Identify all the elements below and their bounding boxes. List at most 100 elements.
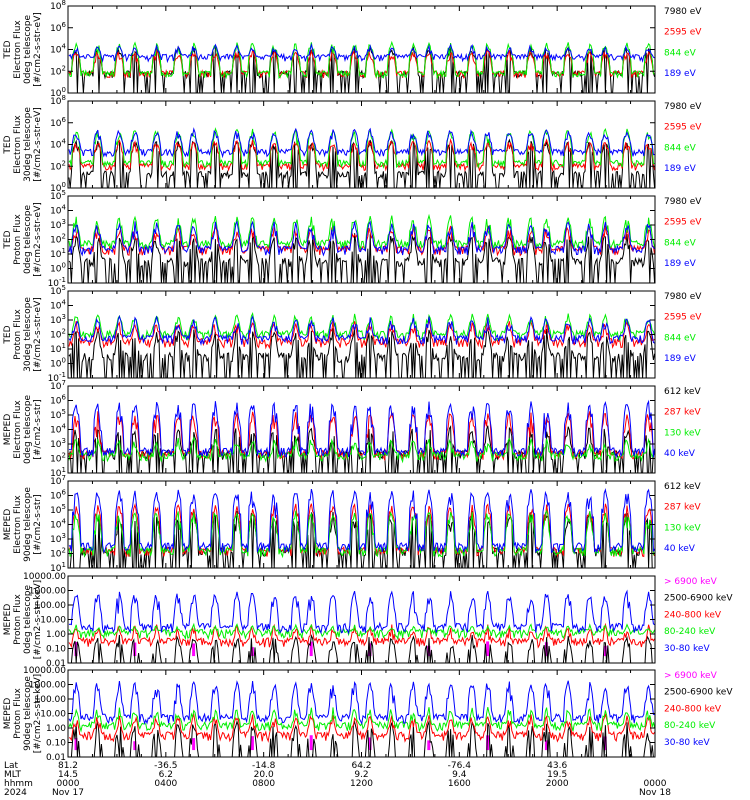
legend-1-0: 7980 eV [664,102,702,112]
legend-7-4: 30-80 keV [664,738,710,748]
ytick-label-3-3: 102 [50,328,66,341]
ytick-label-2-3-text: 102 [50,233,66,246]
trace-7-4 [68,680,655,725]
ylabel-line-2-0: TED [3,230,13,249]
ylabel-5: MEPED Electron Flux 90deg telescope [#/cm2-… [3,487,43,562]
ytick-label-3-4-text: 103 [50,313,66,326]
ytick-label-4-0-text: 101 [50,466,66,479]
ytick-label-0-4: 108 [50,0,66,12]
ytick-label-7-4: 100.00 [35,695,67,705]
trace-3-0 [68,327,656,379]
ytick-label-0-3: 106 [50,21,66,34]
ytick-label-3-3-text: 102 [50,328,66,341]
xaxis-value-1-3: 9.2 [354,770,368,780]
ytick-label-2-6-text: 105 [50,189,66,202]
trace-3-3 [68,314,655,347]
trace-5-2 [68,509,656,559]
xaxis-row-label-1: MLT [4,770,22,780]
ytick-label-1-4-text: 108 [50,94,66,107]
ytick-label-7-2: 1.00 [46,724,66,734]
ytick-label-2-0-text: 10-1 [48,276,66,289]
xaxis-value-1-5: 19.5 [547,770,567,780]
trace-6-2 [68,622,656,649]
ytick-label-4-2: 103 [50,437,66,450]
trace-4-1 [68,411,655,462]
ytick-label-5-4: 105 [50,503,66,516]
ytick-label-6-3: 10.00 [40,616,66,626]
ytick-label-1-1-text: 102 [50,159,66,172]
ytick-label-1-0-text: 100 [50,181,66,194]
xaxis-value-3-0: Nov 17 [52,788,84,798]
ytick-label-2-6: 105 [50,189,66,202]
ytick-label-2-2: 101 [50,247,66,260]
ytick-label-1-1: 102 [50,159,66,172]
ytick-label-6-2-text: 1.00 [46,630,66,640]
xaxis-value-1-4: 9.4 [452,770,467,780]
ytick-label-2-4-text: 103 [50,218,66,231]
ytick-label-3-2-text: 101 [50,342,66,355]
ytick-label-2-2-text: 101 [50,247,66,260]
ylabel-0: TED Electron Flux 0deg telescope [#/cm2-s-s… [3,12,43,87]
ytick-label-5-6-text: 107 [50,474,66,487]
legend-4-3: 40 keV [664,449,696,459]
trace-6-4 [68,589,655,635]
trace-6-3 [68,622,656,641]
legend-3-1: 2595 eV [664,313,702,323]
xaxis-value-0-5: 43.6 [547,761,567,771]
ylabel-6: MEPED Proton Flux 0deg telescope [#/cm2-s-s… [3,580,43,659]
ylabel-line-5-1: Electron Flux [13,495,23,554]
ylabel-line-6-1: Proton Flux [13,594,23,645]
ytick-label-6-4: 100.00 [35,601,67,611]
ytick-label-4-6: 107 [50,379,66,392]
ytick-label-3-6: 105 [50,284,66,297]
ytick-label-6-6-text: 10000.00 [23,572,66,582]
xaxis-value-0-2: -14.8 [252,761,276,771]
ytick-label-0-2-text: 104 [50,43,66,56]
xaxis-row-label-3: 2024 [4,788,27,798]
xaxis-value-2-1: 0400 [154,779,177,789]
ytick-label-7-4-text: 100.00 [35,695,67,705]
trace-4-3 [68,399,656,458]
ytick-label-5-6: 107 [50,474,66,487]
xaxis-value-0-0: 81.2 [58,761,78,771]
ytick-label-1-4: 108 [50,94,66,107]
legend-2-3: 189 eV [664,259,697,269]
ytick-label-3-1: 100 [50,357,66,370]
ylabel-line-1-2: 30deg telescope [23,107,33,182]
ytick-label-0-1: 102 [50,64,66,77]
x-axis-labels: Lat 81.2 -36.5 -14.8 64.2 -76.4 43.6 MLT 14.5 6.2… [4,761,671,798]
ytick-label-0-0-text: 100 [50,86,66,99]
trace-5-0 [69,510,655,569]
ytick-label-5-2: 103 [50,532,66,545]
ytick-label-7-3: 10.00 [40,710,66,720]
ytick-label-4-3-text: 104 [50,423,66,436]
legend-0-3: 189 eV [664,69,697,79]
ytick-label-1-3: 106 [50,116,66,129]
ytick-label-0-3-text: 106 [50,21,66,34]
ylabel-line-6-2: 0deg telescope [23,585,33,655]
trace-2-3 [68,220,656,257]
ylabel-line-1-3: [#/cm2-s-str-eV] [33,107,43,182]
ytick-label-2-1-text: 100 [50,262,66,275]
ytick-label-7-0-text: 0.01 [46,753,66,763]
ylabel-line-2-1: Proton Flux [13,214,23,265]
trace-3-1 [68,320,655,350]
xaxis-value-2-0: 0000 [57,779,80,789]
ytick-label-1-2-text: 104 [50,138,66,151]
xaxis-value-0-4: -76.4 [448,761,472,771]
trace-2-0 [68,233,656,284]
ytick-label-6-5-text: 1000.00 [29,587,66,597]
ytick-label-6-3-text: 10.00 [40,616,66,626]
ytick-label-4-3: 104 [50,423,66,436]
legend-7-3: 80-240 keV [664,721,716,731]
ytick-label-5-5-text: 106 [50,489,66,502]
legend-2-2: 844 eV [664,238,697,248]
legend-3-0: 7980 eV [664,292,702,302]
ytick-label-6-0-text: 0.01 [46,659,66,669]
legend-6-2: 240-800 keV [664,610,722,620]
ytick-label-1-3-text: 106 [50,116,66,129]
trace-2-2 [68,213,656,251]
ytick-label-0-4-text: 108 [50,0,66,12]
ylabel-line-1-0: TED [3,135,13,154]
